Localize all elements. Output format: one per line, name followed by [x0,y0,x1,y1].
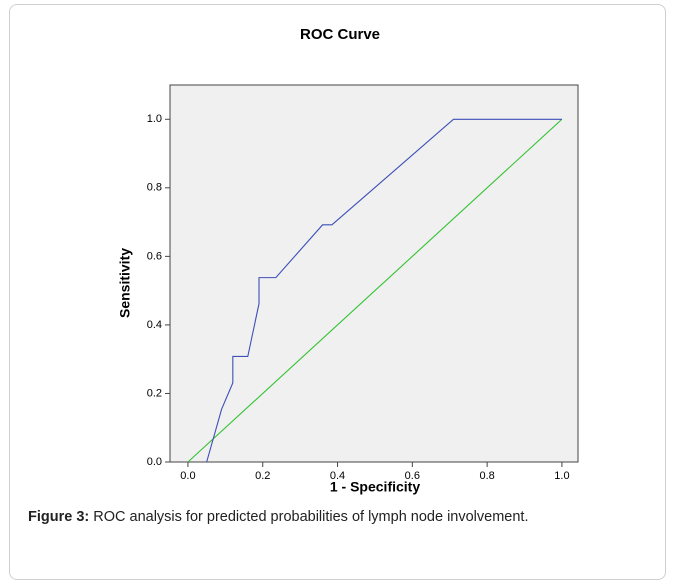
y-tick-label: 0.2 [147,387,162,399]
x-tick-label: 0.2 [255,470,270,482]
roc-line [187,118,563,463]
x-tick-label: 0.6 [405,470,420,482]
y-tick-label: 0.0 [147,456,162,468]
x-tick-label: 0.0 [180,470,195,482]
chart-title: ROC Curve [300,26,380,43]
y-tick-label: 0.8 [147,182,162,194]
y-tick-label: 0.4 [147,319,162,331]
x-tick-label: 0.8 [479,470,494,482]
figure-caption: Figure 3: ROC analysis for predicted pro… [28,508,648,527]
x-tick-label: 0.4 [330,470,345,482]
y-axis-label: Sensitivity [117,248,133,318]
plot-area [169,84,579,463]
y-tick-label: 1.0 [147,113,162,125]
caption-text: ROC analysis for predicted probabilities… [93,509,529,525]
caption-label: Figure 3: [28,509,90,525]
x-axis-label: 1 - Specificity [330,479,420,495]
roc-line [206,118,562,463]
y-tick-label: 0.6 [147,250,162,262]
x-tick-label: 1.0 [554,470,569,482]
chart: ROC Curve 1 - Specificity Sensitivity 0.… [117,26,579,495]
